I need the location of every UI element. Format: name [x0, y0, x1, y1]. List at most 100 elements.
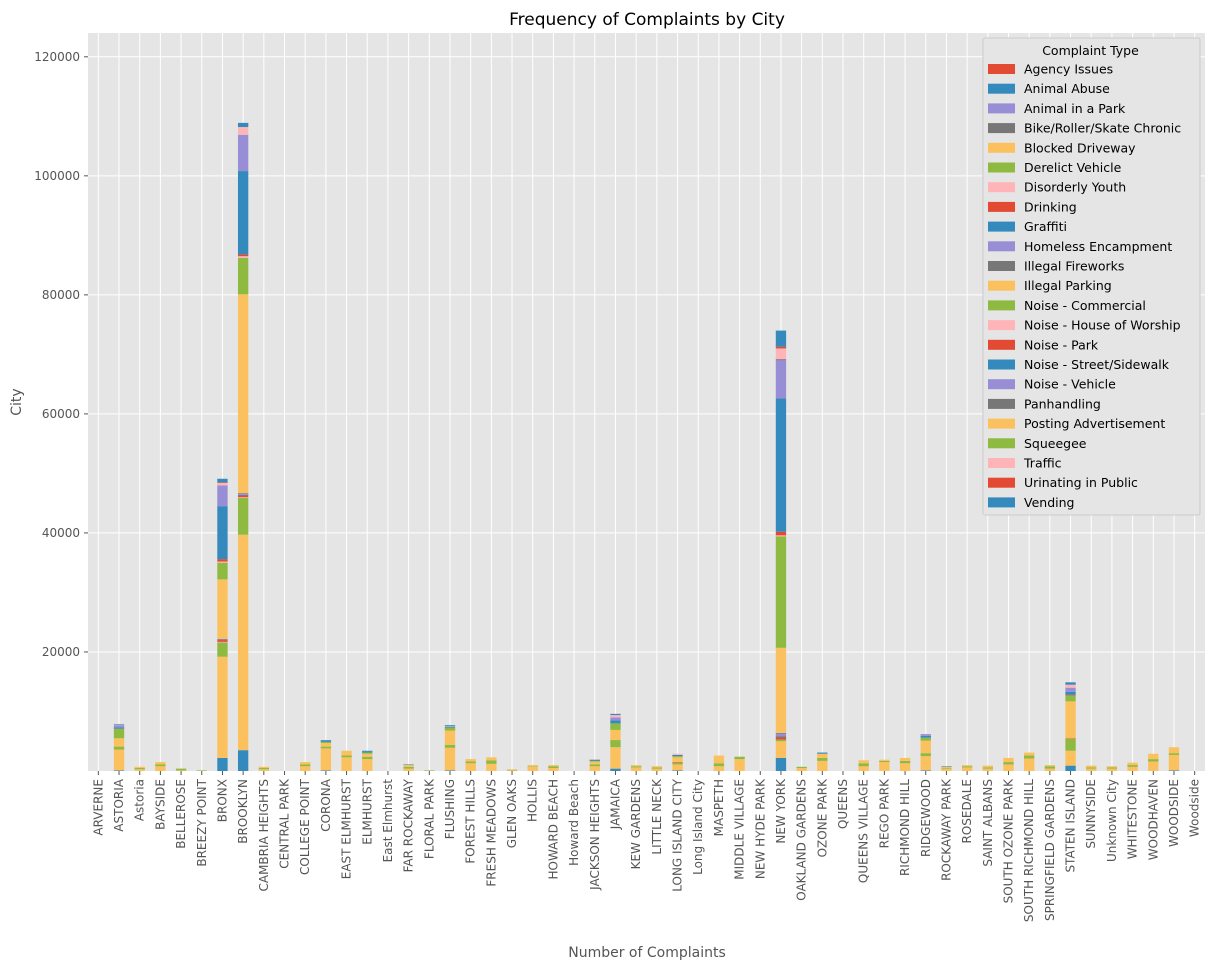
- y-tick-label: 80000: [42, 288, 80, 302]
- bar-segment: [113, 724, 125, 726]
- bar-segment: [630, 767, 642, 771]
- legend-swatch: [988, 320, 1015, 331]
- bar-segment: [672, 756, 683, 758]
- bar-segment: [1065, 687, 1076, 692]
- bar-segment: [961, 766, 973, 768]
- x-tick-label: BAYSIDE: [153, 779, 167, 830]
- bar-segment: [610, 713, 621, 716]
- legend-swatch: [988, 339, 1015, 350]
- bar-segment: [672, 754, 683, 757]
- x-tick-label: NEW HYDE PARK: [753, 778, 767, 879]
- legend-swatch: [988, 261, 1015, 271]
- bar-segment: [672, 770, 683, 771]
- legend-swatch: [988, 241, 1015, 252]
- bar-segment: [134, 766, 145, 769]
- x-tick-label: NEW YORK: [774, 778, 788, 844]
- bar-segment: [237, 750, 249, 771]
- bar-segment: [217, 639, 228, 641]
- legend-items: Agency Issues Animal Abuse Animal in a Par…: [988, 62, 1181, 510]
- bar-segment: [817, 753, 828, 758]
- bar-segment: [775, 330, 787, 347]
- bar-segment: [1168, 770, 1180, 771]
- bar-segment: [1065, 691, 1076, 695]
- bar-segment: [527, 766, 538, 767]
- bar-segment: [196, 770, 207, 771]
- x-tick-label: ASTORIA: [112, 778, 126, 831]
- bar-segment: [610, 720, 621, 724]
- bar-segment: [217, 640, 228, 642]
- bar-segment: [217, 757, 228, 771]
- bar-segment: [217, 562, 228, 580]
- bar-segment: [858, 760, 869, 764]
- legend-swatch: [988, 438, 1015, 449]
- bar-segment: [1127, 762, 1138, 766]
- bar-segment: [548, 765, 559, 767]
- x-tick-label: WOODSIDE: [1167, 779, 1181, 847]
- bar-segment: [858, 763, 869, 767]
- bar-segment: [217, 559, 228, 562]
- x-tick-label: OZONE PARK: [815, 778, 829, 858]
- x-tick-label: CENTRAL PARK: [278, 778, 292, 869]
- x-tick-label: East Elmhurst: [381, 779, 395, 863]
- legend-label: Illegal Fireworks: [1024, 259, 1124, 274]
- bar-segment: [775, 536, 787, 648]
- x-tick-label: OAKLAND GARDENS: [795, 779, 809, 901]
- bar-segment: [362, 759, 373, 771]
- bar-segment: [113, 738, 125, 747]
- legend-swatch: [988, 418, 1015, 429]
- bar-segment: [899, 760, 911, 764]
- bar-segment: [237, 495, 249, 498]
- bar-segment: [920, 737, 931, 741]
- bar-segment: [630, 766, 642, 768]
- bar-segment: [217, 641, 228, 643]
- bar-segment: [775, 359, 787, 361]
- bar-segment: [320, 740, 332, 741]
- x-tick-label: BROOKLYN: [236, 779, 250, 844]
- bar-segment: [775, 535, 787, 537]
- bar-segment: [610, 715, 621, 718]
- bar-segment: [920, 735, 931, 738]
- bar-segment: [941, 766, 952, 769]
- bar-segment: [775, 741, 787, 758]
- x-tick-label: FAR ROCKAWAY: [402, 778, 416, 872]
- x-tick-label: Unknown City: [1105, 779, 1119, 862]
- bar-segment: [113, 725, 125, 728]
- bar-segment: [672, 762, 683, 765]
- bar-segment: [1003, 764, 1014, 771]
- x-tick-label: QUEENS VILLAGE: [857, 779, 871, 883]
- bar-segment: [817, 752, 828, 754]
- legend-swatch: [988, 300, 1015, 311]
- bar-segment: [920, 734, 931, 736]
- bar-segment: [320, 743, 332, 747]
- bar-segment: [775, 757, 787, 771]
- bar-segment: [982, 765, 993, 768]
- bar-segment: [465, 763, 476, 771]
- x-tick-label: REGO PARK: [877, 778, 891, 848]
- bar-segment: [1024, 752, 1035, 756]
- legend-label: Disorderly Youth: [1024, 180, 1126, 195]
- bar-segment: [217, 485, 228, 507]
- bar-segment: [113, 770, 125, 771]
- bars-group: [113, 122, 1180, 771]
- legend-label: Urinating in Public: [1024, 475, 1138, 490]
- legend-swatch: [988, 64, 1015, 74]
- bar-segment: [258, 768, 269, 770]
- x-tick-label: Woodside: [1188, 779, 1202, 837]
- x-tick-label: WOODHAVEN: [1146, 779, 1160, 860]
- x-tick-label: JACKSON HEIGHTS: [588, 779, 602, 891]
- legend-swatch: [988, 477, 1015, 488]
- bar-segment: [444, 747, 456, 771]
- x-tick-label: KEW GARDENS: [629, 779, 643, 869]
- bar-segment: [548, 766, 559, 769]
- legend-label: Drinking: [1024, 199, 1077, 214]
- x-tick-label: MASPETH: [712, 779, 726, 836]
- bar-segment: [775, 647, 787, 733]
- legend-label: Noise - Park: [1024, 337, 1099, 352]
- x-tick-label: GLEN OAKS: [505, 779, 519, 848]
- bar-segment: [1065, 684, 1076, 688]
- bar-segment: [672, 762, 683, 763]
- bar-segment: [651, 768, 663, 771]
- x-tick-label: ROCKAWAY PARK: [939, 778, 953, 881]
- bar-segment: [1106, 766, 1118, 768]
- legend-swatch: [988, 142, 1015, 153]
